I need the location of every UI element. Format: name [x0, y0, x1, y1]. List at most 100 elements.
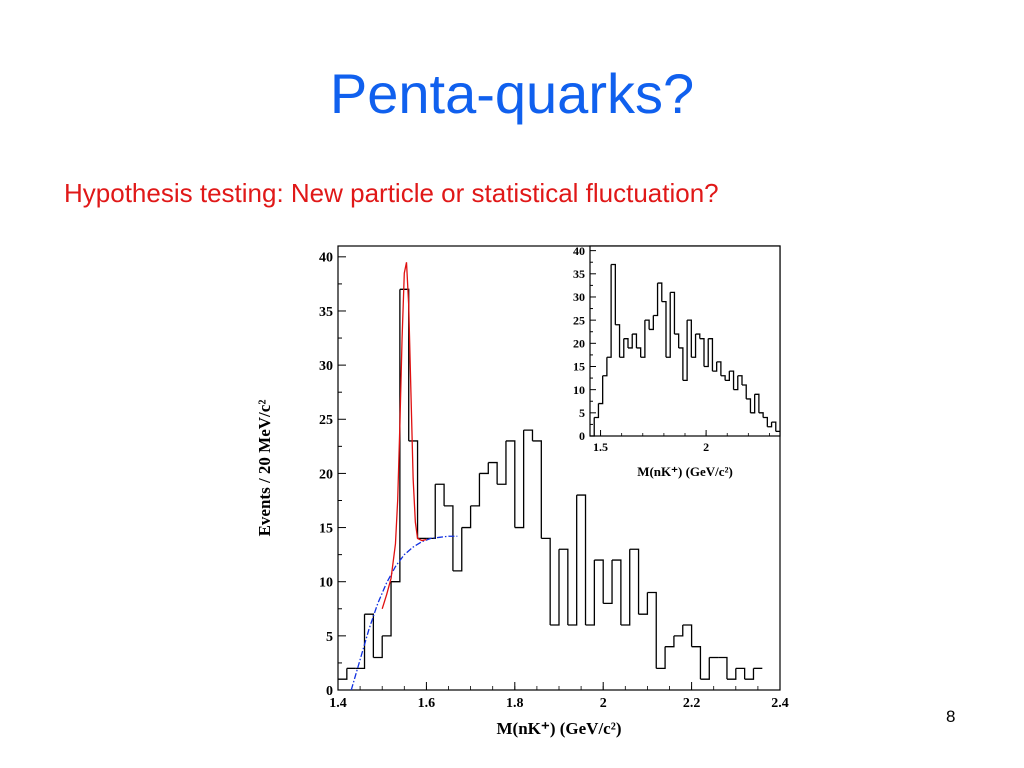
- inset-histogram-bin: [640, 320, 646, 358]
- main-y-tick-label: 5: [326, 630, 333, 645]
- main-histogram-bin: [461, 505, 472, 529]
- main-histogram-bin: [470, 473, 481, 507]
- main-histogram-bin: [550, 549, 560, 626]
- main-y-tick-label: 35: [319, 305, 333, 320]
- inset-histogram-bin: [615, 324, 621, 358]
- main-histogram-bin: [399, 288, 410, 441]
- main-y-tick-label: 25: [319, 413, 333, 428]
- main-histogram-bin: [735, 667, 746, 680]
- main-histogram-bin: [479, 462, 489, 475]
- inset-y-tick-label: 20: [573, 337, 585, 351]
- main-histogram-bin: [629, 548, 640, 615]
- inset-y-tick-label: 35: [573, 267, 585, 281]
- main-histogram-bin: [744, 668, 755, 680]
- inset-x-axis-label: M(nK⁺) (GeV/c²): [637, 464, 733, 479]
- inset-plot-frame: [589, 245, 781, 437]
- main-histogram-bin: [532, 440, 542, 539]
- inset-y-tick-label: 15: [573, 360, 585, 374]
- inset-histogram-bin: [699, 338, 705, 367]
- main-histogram-bin: [452, 527, 463, 572]
- inset-histogram-bin: [691, 334, 697, 358]
- inset-histogram-bin: [742, 384, 747, 399]
- inset-histogram-bin: [632, 333, 638, 348]
- inset-histogram-bin: [695, 333, 701, 339]
- main-histogram-bin: [612, 559, 622, 626]
- signal-fit-curve: [381, 262, 427, 609]
- inset-histogram-bin: [619, 338, 625, 358]
- inset-histogram-bin: [644, 319, 650, 330]
- main-histogram-bin: [603, 560, 613, 605]
- main-histogram-bin: [594, 559, 604, 604]
- inset-y-tick-label: 30: [573, 290, 585, 304]
- main-y-tick-label: 40: [319, 251, 333, 266]
- main-x-tick-label: 1.8: [506, 696, 524, 711]
- main-histogram-bin: [523, 429, 534, 441]
- main-y-tick-label: 30: [319, 359, 333, 374]
- inset-histogram-bin: [628, 334, 633, 349]
- inset-y-tick-label: 0: [579, 429, 585, 443]
- inset-histogram-bin: [623, 338, 629, 348]
- inset-y-tick-label: 25: [573, 313, 585, 327]
- slide-title: Penta-quarks?: [329, 62, 695, 125]
- main-y-axis-label: Events / 20 MeV/c²: [255, 400, 274, 537]
- inset-histogram-bin: [666, 292, 671, 358]
- inset-histogram-bin: [602, 357, 608, 377]
- main-histogram-bin: [373, 635, 383, 659]
- inset-histogram-bin: [733, 375, 739, 391]
- inset-y-tick-label: 5: [579, 406, 585, 420]
- inset-histogram-bin: [712, 361, 718, 372]
- main-y-tick-label: 10: [319, 576, 333, 591]
- main-histogram-bin: [665, 635, 675, 648]
- main-histogram-bin: [497, 440, 507, 485]
- main-histogram-bin: [514, 430, 525, 529]
- main-histogram-bin: [559, 548, 569, 626]
- main-x-axis-label: M(nK⁺) (GeV/c²): [496, 719, 621, 738]
- inset-histogram-bin: [729, 370, 735, 390]
- main-x-tick-label: 1.6: [418, 696, 436, 711]
- inset-y-tick-label: 40: [573, 244, 585, 258]
- inset-histogram-bin: [590, 417, 595, 437]
- inset-x-tick-label: 2: [703, 440, 709, 454]
- main-x-tick-label: 1.4: [329, 696, 347, 711]
- main-histogram-bin: [567, 495, 578, 626]
- inset-histogram-bin: [725, 371, 730, 382]
- inset-histogram-bin: [674, 333, 680, 348]
- inset-histogram-bin: [657, 282, 663, 302]
- inset-histogram-bin: [611, 263, 616, 325]
- inset-histogram-bin: [704, 338, 709, 368]
- main-histogram-bin: [682, 624, 693, 647]
- slide-subtitle: Hypothesis testing: New particle or stat…: [64, 178, 719, 208]
- inset-histogram-bin: [678, 347, 684, 381]
- main-x-tick-label: 2.4: [771, 696, 789, 711]
- main-histogram-bin: [726, 668, 737, 680]
- inset-histogram-bin: [598, 375, 604, 405]
- main-y-tick-label: 15: [319, 521, 333, 536]
- main-histogram-bin: [700, 657, 710, 680]
- inset-histogram-bin: [737, 375, 743, 386]
- main-histogram-bin: [444, 505, 454, 571]
- main-x-tick-label: 2: [600, 696, 607, 711]
- main-histogram-bin: [488, 461, 498, 485]
- inset-histogram-bin: [606, 264, 612, 358]
- main-x-tick-label: 2.2: [683, 696, 701, 711]
- main-histogram-bin: [656, 646, 666, 669]
- main-histogram-bin: [541, 537, 551, 626]
- inset-histogram-bin: [649, 315, 654, 331]
- main-histogram-bin: [382, 581, 392, 637]
- inset-histogram-bin: [708, 338, 714, 372]
- inset-histogram-bin: [746, 398, 752, 413]
- inset-x-tick-label: 1.5: [593, 440, 608, 454]
- main-y-tick-label: 20: [319, 467, 333, 482]
- inset-histogram-bin: [750, 394, 756, 414]
- inset-histogram-bin: [720, 375, 726, 381]
- main-y-tick-label: 0: [326, 684, 333, 699]
- inset-histogram-bin: [682, 320, 688, 382]
- inset-histogram-bin: [754, 393, 760, 413]
- main-histogram-bin: [338, 668, 348, 680]
- main-histogram-bin: [435, 483, 445, 506]
- main-histogram-bin: [391, 289, 401, 583]
- main-histogram-bin: [576, 494, 587, 626]
- inset-histogram-bin: [670, 291, 676, 335]
- inset-histogram: 0 5 10 15 20 25 30 35 40 1.5 2 M(nK⁺) (GeV/c²): [573, 244, 781, 479]
